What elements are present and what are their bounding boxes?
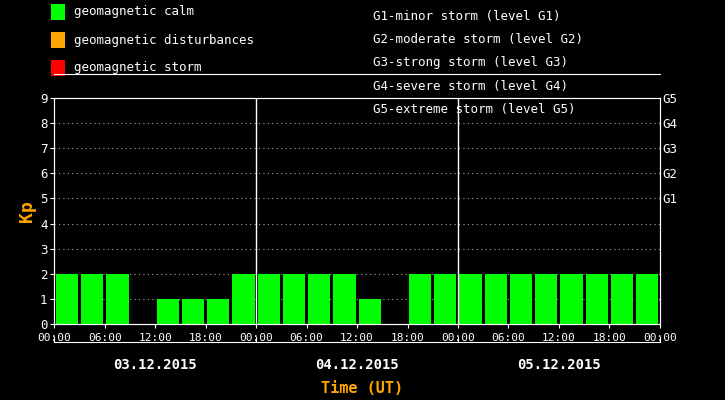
Bar bbox=[182, 299, 204, 324]
Text: geomagnetic disturbances: geomagnetic disturbances bbox=[74, 34, 254, 46]
Bar bbox=[359, 299, 381, 324]
Bar bbox=[409, 274, 431, 324]
Text: G5-extreme storm (level G5): G5-extreme storm (level G5) bbox=[373, 103, 576, 116]
Bar bbox=[485, 274, 507, 324]
Y-axis label: Kp: Kp bbox=[18, 200, 36, 222]
Text: G3-strong storm (level G3): G3-strong storm (level G3) bbox=[373, 56, 568, 69]
Text: geomagnetic storm: geomagnetic storm bbox=[74, 62, 202, 74]
Text: G1-minor storm (level G1): G1-minor storm (level G1) bbox=[373, 10, 561, 23]
Bar bbox=[157, 299, 179, 324]
Text: 03.12.2015: 03.12.2015 bbox=[113, 358, 197, 372]
Bar bbox=[308, 274, 331, 324]
Bar bbox=[107, 274, 128, 324]
Bar bbox=[233, 274, 254, 324]
Text: G4-severe storm (level G4): G4-severe storm (level G4) bbox=[373, 80, 568, 93]
Bar bbox=[586, 274, 608, 324]
Text: 04.12.2015: 04.12.2015 bbox=[315, 358, 399, 372]
Bar bbox=[535, 274, 558, 324]
Bar bbox=[207, 299, 229, 324]
Bar bbox=[434, 274, 457, 324]
Bar bbox=[56, 274, 78, 324]
Bar bbox=[510, 274, 532, 324]
Text: Time (UT): Time (UT) bbox=[321, 381, 404, 396]
Bar bbox=[257, 274, 280, 324]
Bar bbox=[81, 274, 103, 324]
Bar bbox=[283, 274, 305, 324]
Text: geomagnetic calm: geomagnetic calm bbox=[74, 6, 194, 18]
Text: 05.12.2015: 05.12.2015 bbox=[517, 358, 601, 372]
Bar bbox=[560, 274, 583, 324]
Bar bbox=[334, 274, 355, 324]
Bar bbox=[636, 274, 658, 324]
Bar bbox=[460, 274, 481, 324]
Text: G2-moderate storm (level G2): G2-moderate storm (level G2) bbox=[373, 33, 584, 46]
Bar bbox=[611, 274, 633, 324]
